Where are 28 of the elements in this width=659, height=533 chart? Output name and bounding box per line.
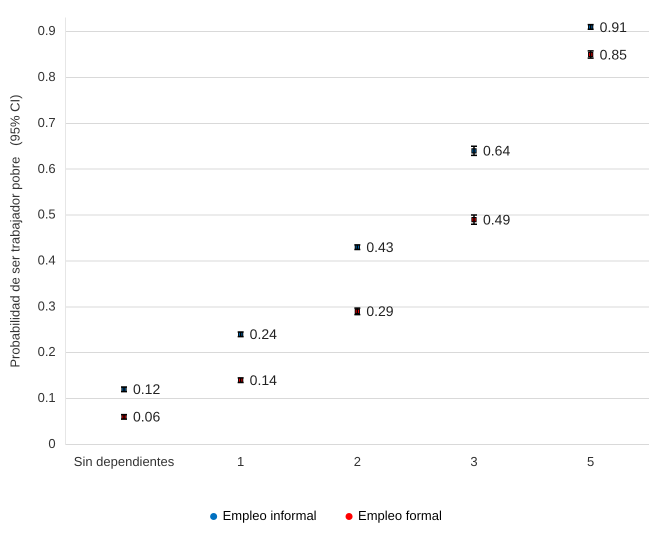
data-label: 0.85: [600, 46, 628, 62]
y-tick-label: 0.2: [38, 344, 56, 360]
legend-label: Empleo formal: [358, 508, 442, 524]
data-label: 0.91: [600, 18, 628, 35]
x-tick-label: Sin dependientes: [74, 454, 175, 469]
y-tick-label: 0.5: [38, 206, 56, 222]
data-label: 0.29: [366, 303, 394, 320]
data-label: 0.64: [483, 142, 510, 159]
y-tick-label: 0.9: [38, 23, 56, 38]
y-axis-title: Probabilidad de ser trabajador pobre (95% CI): [7, 94, 22, 368]
x-tick-label: 5: [587, 454, 594, 469]
data-label: 0.43: [366, 239, 394, 256]
data-label: 0.12: [133, 381, 160, 398]
x-tick-label: 2: [354, 454, 361, 469]
y-tick-label: 0.4: [38, 252, 56, 268]
y-tick-label: 0: [48, 436, 56, 451]
legend-label: Empleo informal: [222, 508, 317, 524]
data-label: 0.06: [133, 408, 160, 425]
y-tick-label: 0.3: [38, 298, 56, 314]
data-label: 0.14: [250, 372, 278, 388]
y-tick-label: 0.8: [38, 69, 56, 84]
x-tick-label: 3: [470, 454, 478, 469]
y-tick-label: 0.7: [38, 114, 56, 130]
x-tick-label: 1: [237, 454, 244, 469]
y-tick-label: 0.6: [38, 160, 56, 176]
data-label: 0.49: [483, 211, 510, 228]
data-label: 0.24: [250, 326, 278, 342]
y-tick-label: 0.1: [38, 390, 56, 406]
